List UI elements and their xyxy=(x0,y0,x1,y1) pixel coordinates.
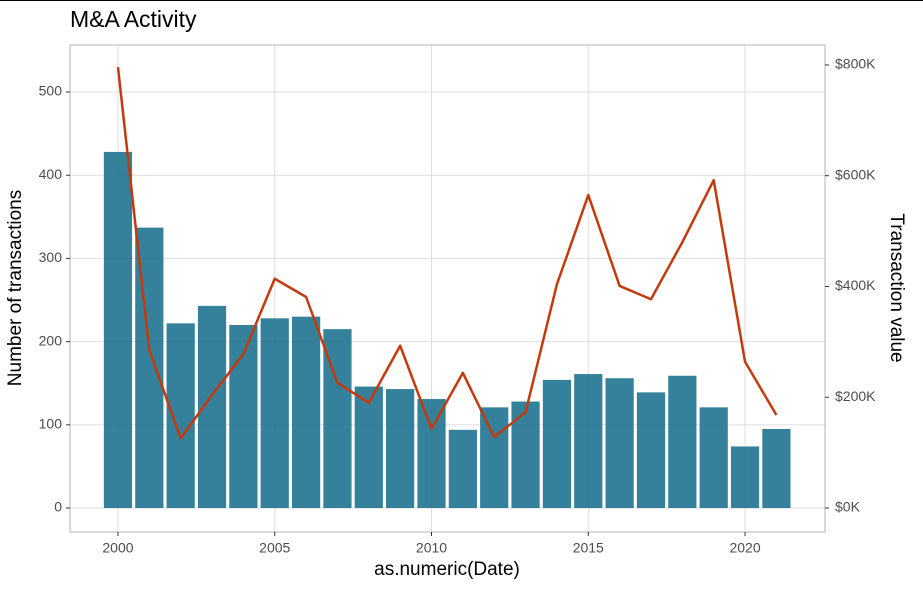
bar xyxy=(291,316,321,509)
y2-axis-label: Transaction value xyxy=(886,213,907,362)
bar xyxy=(605,378,634,509)
x-tick-label: 2010 xyxy=(416,540,447,556)
y-tick-label: 300 xyxy=(39,249,63,265)
y-axis-label: Number of transactions xyxy=(5,190,26,386)
y2-tick-label: $600K xyxy=(835,166,876,182)
x-tick-label: 2005 xyxy=(259,540,290,556)
bar xyxy=(103,151,133,509)
panel-border xyxy=(69,44,826,533)
bar xyxy=(386,389,415,509)
bar xyxy=(354,386,383,509)
y2-tick-label: $200K xyxy=(835,388,876,404)
bar xyxy=(668,375,697,509)
y2-tick-label: $800K xyxy=(835,56,876,72)
chart-title: M&A Activity xyxy=(70,6,197,32)
bar xyxy=(480,407,509,509)
marks xyxy=(103,67,791,509)
y-tick-label: 500 xyxy=(39,83,63,99)
bar xyxy=(166,323,195,509)
x-axis-label: as.numeric(Date) xyxy=(374,559,520,580)
y-tick-label: 200 xyxy=(39,332,63,348)
x-tick-label: 2020 xyxy=(729,540,760,556)
bar xyxy=(417,399,446,509)
y-tick-label: 100 xyxy=(39,416,63,432)
y2-tick-label: $400K xyxy=(835,277,876,293)
bar xyxy=(542,379,572,509)
x-tick-label: 2000 xyxy=(102,540,133,556)
bar xyxy=(762,428,791,509)
bar xyxy=(636,392,666,509)
y-tick-label: 400 xyxy=(39,166,63,182)
bar xyxy=(511,401,540,509)
bar xyxy=(448,429,477,509)
x-tick-label: 2015 xyxy=(573,540,604,556)
bar xyxy=(730,446,760,509)
y-tick-label: 0 xyxy=(54,499,62,515)
line xyxy=(116,67,778,440)
bar xyxy=(699,407,728,509)
bar xyxy=(574,374,603,509)
bar xyxy=(260,318,289,509)
y2-tick-label: $0K xyxy=(835,499,861,515)
